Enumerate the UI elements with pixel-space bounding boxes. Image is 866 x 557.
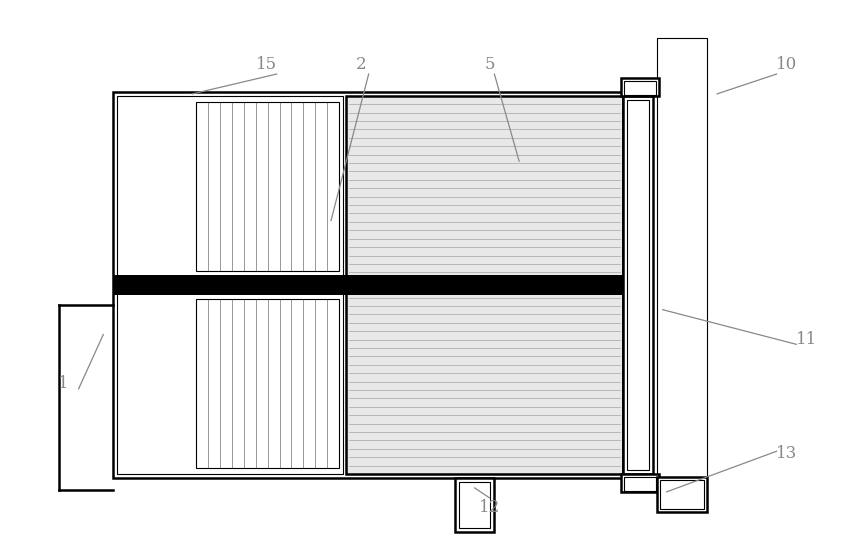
Bar [455, 478, 494, 532]
Bar [656, 38, 708, 482]
Bar [197, 102, 339, 271]
Text: 1: 1 [58, 375, 69, 393]
Bar [623, 96, 653, 474]
Bar [197, 299, 339, 468]
Text: 13: 13 [776, 444, 797, 462]
Bar [624, 477, 656, 491]
Text: 15: 15 [256, 56, 277, 72]
Bar [624, 81, 656, 95]
Bar [346, 96, 623, 474]
Bar [656, 477, 708, 512]
Bar [621, 78, 659, 96]
Text: 10: 10 [776, 56, 797, 72]
Text: 11: 11 [796, 331, 817, 348]
Bar [113, 275, 623, 295]
Text: 12: 12 [479, 499, 500, 516]
Bar [660, 480, 704, 509]
Bar [117, 96, 343, 474]
Text: 5: 5 [484, 56, 494, 72]
Bar [459, 482, 490, 529]
Bar [627, 100, 649, 470]
Bar [113, 92, 623, 478]
Bar [621, 474, 659, 492]
Text: 2: 2 [355, 56, 366, 72]
